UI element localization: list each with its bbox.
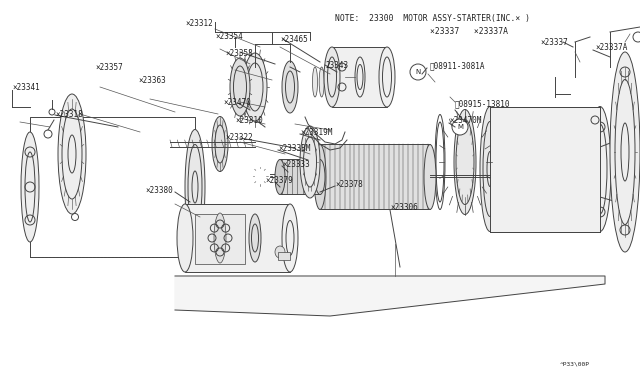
- Text: ×23470: ×23470: [223, 97, 251, 106]
- Ellipse shape: [230, 58, 250, 116]
- Text: ×23341: ×23341: [12, 83, 40, 92]
- Bar: [320, 144, 430, 209]
- Bar: [490, 107, 600, 232]
- Ellipse shape: [282, 61, 298, 113]
- Text: ×23312: ×23312: [185, 19, 212, 28]
- Ellipse shape: [333, 67, 337, 97]
- Text: ×23379: ×23379: [265, 176, 292, 185]
- Ellipse shape: [249, 214, 261, 262]
- Text: N: N: [415, 69, 420, 75]
- Ellipse shape: [346, 67, 351, 97]
- Ellipse shape: [300, 126, 320, 198]
- Polygon shape: [175, 276, 605, 316]
- Text: ×23306: ×23306: [390, 202, 418, 212]
- Text: ×23310: ×23310: [235, 115, 263, 125]
- Text: M: M: [457, 124, 463, 130]
- Text: ×23354: ×23354: [215, 32, 243, 41]
- Ellipse shape: [212, 116, 228, 171]
- Ellipse shape: [480, 106, 500, 231]
- Text: 23343: 23343: [325, 61, 348, 70]
- Text: ×23337: ×23337: [540, 38, 568, 46]
- Text: ×23333: ×23333: [282, 160, 310, 169]
- Ellipse shape: [275, 246, 285, 258]
- Bar: [195, 214, 245, 264]
- Ellipse shape: [315, 160, 325, 195]
- Ellipse shape: [454, 109, 476, 215]
- Text: NOTE:  23300  MOTOR ASSY-STARTER(INC.× ): NOTE: 23300 MOTOR ASSY-STARTER(INC.× ): [335, 14, 530, 23]
- Bar: [280, 159, 320, 194]
- Ellipse shape: [379, 47, 395, 107]
- Text: ×23322: ×23322: [225, 132, 253, 141]
- Text: ×23378: ×23378: [335, 180, 363, 189]
- Text: ×23319M: ×23319M: [300, 128, 332, 137]
- Text: ×23363: ×23363: [138, 76, 166, 84]
- Ellipse shape: [326, 67, 331, 97]
- Ellipse shape: [353, 67, 358, 97]
- Bar: [332, 47, 387, 107]
- Ellipse shape: [58, 94, 86, 214]
- Text: ×23337   ×23337A: ×23337 ×23337A: [430, 27, 508, 36]
- Circle shape: [452, 119, 468, 135]
- Ellipse shape: [314, 144, 326, 209]
- Ellipse shape: [275, 160, 285, 195]
- Text: ×2333BM: ×2333BM: [278, 144, 310, 153]
- Bar: [185, 204, 290, 272]
- Text: ×23337A: ×23337A: [595, 42, 627, 51]
- Text: ×23358: ×23358: [225, 49, 253, 58]
- Text: ×23380: ×23380: [145, 186, 173, 195]
- Ellipse shape: [324, 47, 340, 107]
- Text: ×23357: ×23357: [95, 62, 123, 71]
- Ellipse shape: [339, 67, 344, 97]
- Ellipse shape: [610, 52, 640, 252]
- Ellipse shape: [589, 106, 611, 231]
- Circle shape: [410, 64, 426, 80]
- Ellipse shape: [319, 67, 324, 97]
- Ellipse shape: [312, 67, 317, 97]
- Text: ×23465: ×23465: [280, 35, 308, 44]
- Ellipse shape: [243, 53, 267, 121]
- Ellipse shape: [177, 204, 193, 272]
- Text: ×23470M: ×23470M: [449, 115, 481, 125]
- Ellipse shape: [424, 144, 436, 209]
- Text: ×23318: ×23318: [55, 109, 83, 119]
- Bar: [278, 252, 290, 260]
- Ellipse shape: [21, 132, 39, 242]
- Ellipse shape: [214, 213, 226, 263]
- Text: Ⓧ08915-13810: Ⓧ08915-13810: [455, 99, 511, 109]
- Text: ^P33\00P: ^P33\00P: [560, 361, 590, 366]
- Text: ⓝ08911-3081A: ⓝ08911-3081A: [430, 61, 486, 71]
- Ellipse shape: [185, 129, 205, 244]
- Ellipse shape: [282, 204, 298, 272]
